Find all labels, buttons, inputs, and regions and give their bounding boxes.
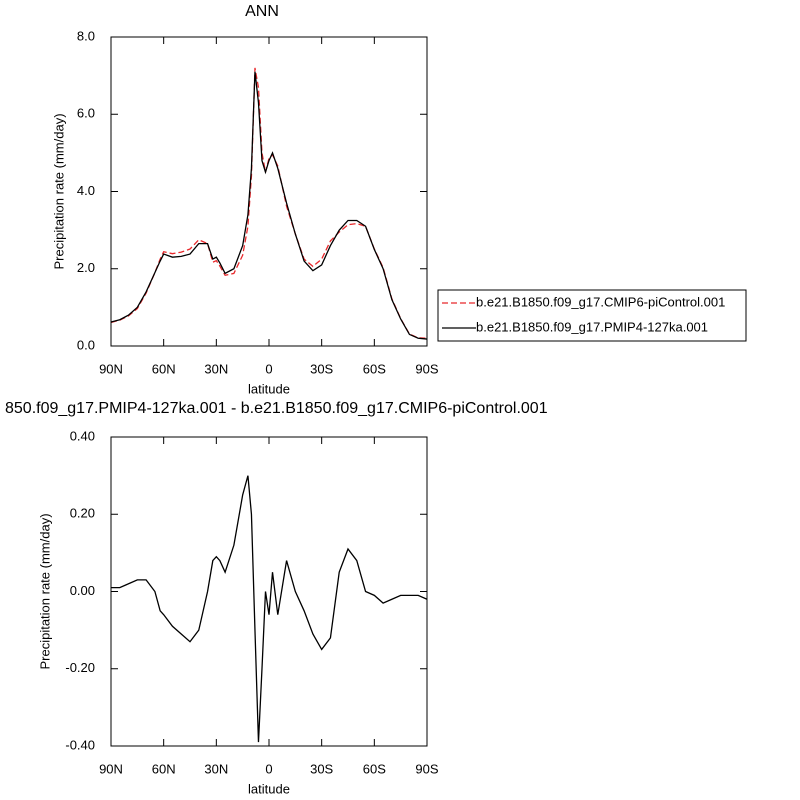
x-tick-label: 30N (204, 761, 228, 776)
y-tick-label: 0.40 (70, 428, 95, 443)
plot-frame (110, 36, 428, 347)
x-tick-label: 90N (99, 361, 123, 376)
x-tick-label: 60S (363, 761, 386, 776)
y-tick-label: 0.00 (70, 583, 95, 598)
x-tick-label: 60N (152, 761, 176, 776)
legend-label: b.e21.B1850.f09_g17.CMIP6-piControl.001 (476, 294, 725, 309)
x-axis-label: latitude (248, 781, 290, 796)
y-tick-label: 0.20 (70, 506, 95, 521)
data-line (110, 71, 428, 340)
x-tick-label: 90S (415, 761, 438, 776)
y-axis-label: Precipitation rate (mm/day) (51, 113, 66, 269)
x-axis-label: latitude (248, 381, 290, 396)
chart-title: ANN (245, 3, 279, 20)
y-axis-label: Precipitation rate (mm/day) (37, 513, 52, 669)
plot-frame (110, 436, 428, 747)
y-tick-label: 2.0 (77, 260, 95, 275)
data-line (111, 475, 428, 743)
x-tick-label: 90S (415, 361, 438, 376)
x-tick-label: 30N (204, 361, 228, 376)
x-tick-label: 90N (99, 761, 123, 776)
legend-label: b.e21.B1850.f09_g17.PMIP4-127ka.001 (476, 319, 708, 334)
x-tick-label: 30S (310, 361, 333, 376)
x-tick-label: 0 (265, 761, 272, 776)
x-tick-label: 0 (265, 361, 272, 376)
y-tick-label: -0.20 (65, 660, 95, 675)
x-tick-label: 60S (363, 361, 386, 376)
data-line (110, 67, 428, 339)
y-tick-label: -0.40 (65, 737, 95, 752)
y-tick-label: 6.0 (77, 106, 95, 121)
x-tick-label: 60N (152, 361, 176, 376)
y-tick-label: 0.0 (77, 337, 95, 352)
y-tick-label: 8.0 (77, 28, 95, 43)
y-tick-label: 4.0 (77, 183, 95, 198)
legend-box (437, 289, 747, 342)
x-tick-label: 30S (310, 761, 333, 776)
chart-title: 850.f09_g17.PMIP4-127ka.001 - b.e21.B185… (5, 400, 548, 417)
